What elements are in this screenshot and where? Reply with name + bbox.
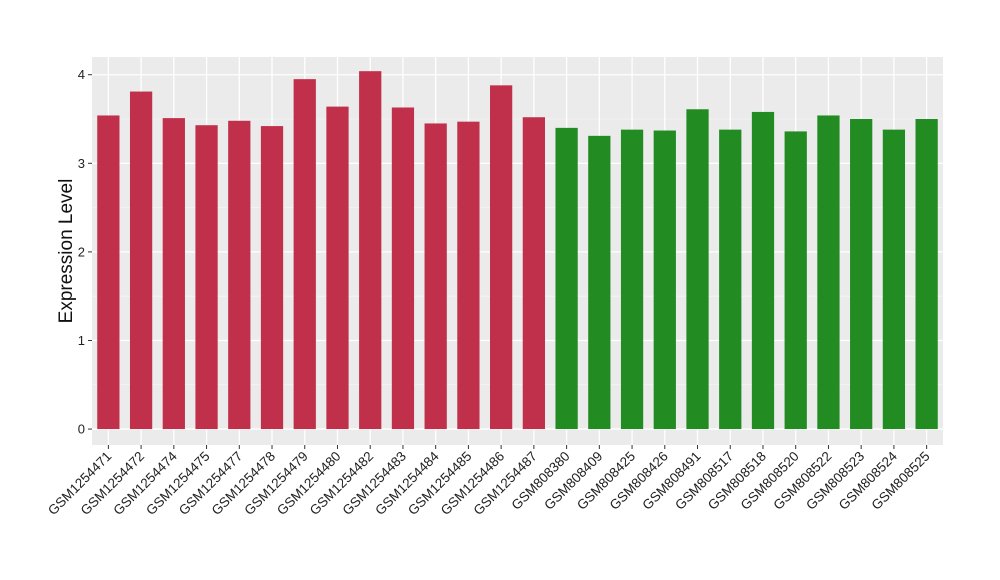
y-tick-label: 4 (78, 67, 85, 82)
bar (751, 111, 775, 430)
y-tick-label: 1 (78, 333, 85, 348)
bar (228, 120, 251, 430)
bar (391, 107, 415, 430)
bar (784, 131, 807, 430)
bar (195, 125, 218, 430)
bar (817, 115, 840, 430)
bar (915, 119, 938, 430)
bar (555, 127, 578, 430)
bar (260, 126, 284, 430)
bar (359, 71, 382, 430)
bar (490, 85, 513, 430)
plot-panel (92, 57, 943, 445)
bar (719, 129, 742, 430)
bar (850, 119, 873, 430)
y-axis: 0 1 2 3 4 (78, 67, 92, 437)
bar (326, 106, 349, 430)
bar (424, 123, 447, 430)
bar (620, 129, 644, 430)
bar (97, 115, 120, 430)
bar (588, 135, 611, 430)
bars (97, 71, 938, 430)
bar (653, 130, 676, 430)
y-tick-label: 3 (78, 156, 85, 171)
bar (129, 91, 153, 430)
x-axis: GSM1254471GSM1254472GSM1254474GSM1254475… (45, 445, 933, 518)
bar (293, 79, 316, 430)
bar (882, 129, 906, 430)
bar (162, 118, 185, 430)
bar (457, 121, 480, 430)
y-tick-label: 0 (78, 422, 85, 437)
bar (686, 109, 709, 430)
y-axis-title: Expression Level (56, 179, 77, 324)
y-tick-label: 2 (78, 244, 85, 259)
bar (522, 117, 545, 430)
